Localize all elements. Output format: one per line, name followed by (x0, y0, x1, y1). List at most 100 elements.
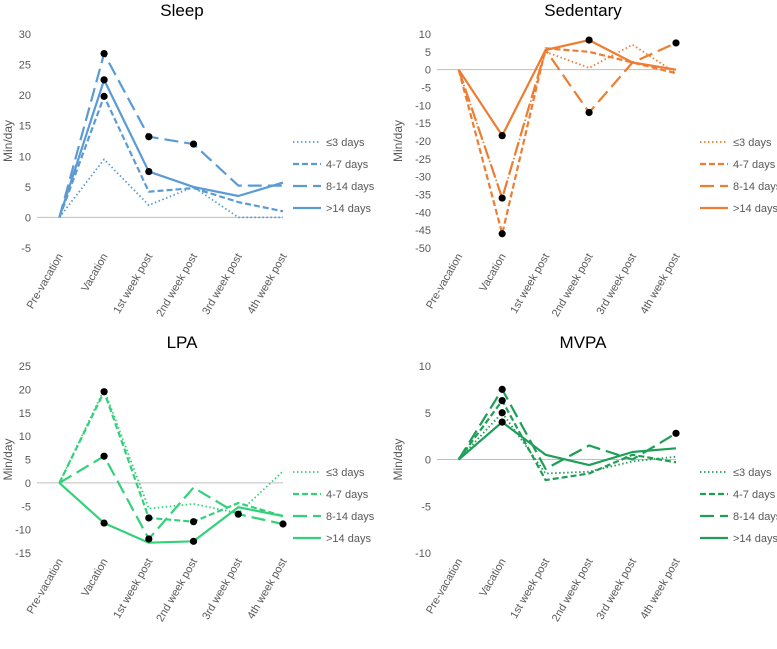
chart-title: LPA (167, 333, 199, 352)
data-point-marker (189, 140, 198, 148)
data-point-marker (498, 132, 506, 140)
legend-label: ≤3 days (733, 467, 772, 479)
y-tick-label: -5 (421, 501, 431, 513)
x-tick-label: 2nd week post (550, 557, 596, 624)
legend-label: 4-7 days (326, 159, 369, 171)
data-point-marker (498, 230, 506, 238)
y-tick-label: 5 (425, 408, 431, 420)
x-tick-label: 1st week post (111, 557, 155, 621)
y-axis-label: Min/day (1, 438, 15, 480)
series-line-2 (457, 388, 677, 470)
data-point-marker (145, 514, 153, 522)
y-tick-label: 10 (419, 29, 431, 41)
y-tick-label: 10 (19, 431, 31, 443)
legend: ≤3 days 4-7 days 8-14 days >14 days (293, 137, 375, 215)
chart-panel-lpa: LPA Min/day -15 -10 -5 0 5 10 15 20 25 Pre-vacation… (1, 333, 375, 624)
data-point-marker (100, 92, 108, 100)
legend: ≤3 days 4-7 days 8-14 days >14 days (293, 467, 375, 545)
x-tick-label: 4th week post (638, 252, 682, 317)
y-axis-label: Min/day (1, 120, 15, 162)
y-tick-label: 20 (19, 384, 31, 396)
data-point-marker (145, 167, 153, 176)
data-point-marker (279, 520, 287, 528)
x-tick-label: Vacation (79, 252, 110, 294)
y-tick-label: 5 (25, 182, 31, 194)
data-point-marker (100, 388, 108, 396)
series-line-2 (58, 52, 283, 218)
legend-label: >14 days (733, 203, 777, 215)
legend-label: 8-14 days (733, 511, 777, 523)
y-tick-label: 15 (19, 408, 31, 420)
x-tick-label: 4th week post (245, 252, 289, 317)
data-point-marker (100, 76, 108, 84)
series-line-1 (58, 390, 284, 523)
y-tick-label: -5 (21, 501, 31, 513)
data-point-marker (145, 133, 153, 141)
data-point-marker (100, 519, 108, 527)
data-point-marker (100, 49, 108, 58)
chart-panel-sedentary: SedentaryMin/day-50-45-40-35-30-25-20-15… (391, 1, 777, 319)
legend-label: ≤3 days (326, 137, 365, 149)
y-axis-label: Min/day (391, 438, 405, 480)
y-tick-label: 10 (419, 361, 431, 373)
y-tick-label: -40 (415, 207, 431, 219)
y-tick-label: -35 (415, 190, 431, 202)
x-tick-label: Pre-vacation (25, 252, 66, 311)
legend-label: >14 days (326, 533, 371, 545)
legend-label: 8-14 days (326, 511, 375, 523)
series-line-3 (58, 482, 284, 544)
y-tick-label: 30 (19, 29, 31, 41)
data-point-marker (498, 409, 506, 417)
y-tick-label: -15 (415, 118, 431, 130)
data-point-marker (585, 108, 593, 117)
y-tick-label: 0 (25, 478, 31, 490)
legend: ≤3 days 4-7 days 8-14 days >14 days (700, 467, 777, 545)
x-tick-label: 1st week post (508, 252, 552, 316)
x-tick-label: 3rd week post (595, 557, 640, 622)
chart-title: Sleep (160, 1, 203, 20)
legend-label: 4-7 days (733, 489, 776, 501)
series-line-0 (458, 411, 677, 475)
series-line-2 (58, 455, 284, 541)
legend-label: 4-7 days (326, 489, 369, 501)
x-tick-label: Vacation (79, 557, 110, 599)
data-point-marker (100, 452, 108, 460)
y-tick-label: 25 (19, 361, 31, 373)
series-line-3 (457, 38, 677, 137)
y-tick-label: -5 (421, 83, 431, 95)
series-line-2 (457, 41, 677, 200)
y-tick-label: -25 (415, 154, 431, 166)
legend: ≤3 days 4-7 days 8-14 days >14 days (700, 137, 777, 215)
y-tick-label: 20 (19, 90, 31, 102)
x-tick-label: Vacation (477, 557, 508, 599)
legend-label: 8-14 days (326, 181, 375, 193)
series-line-3 (58, 78, 284, 218)
data-point-marker (145, 535, 153, 543)
y-tick-label: -5 (21, 243, 31, 255)
y-tick-label: 0 (425, 65, 431, 77)
series-line-1 (457, 47, 677, 235)
chart-panel-sleep: Sleep Min/day -5 0 5 10 15 20 25 30 Pre-vacation Va… (1, 1, 375, 319)
y-axis-label: Min/day (391, 120, 405, 162)
legend-label: ≤3 days (326, 467, 365, 479)
chart-panel-mvpa: MVPA Min/day -10 -5 0 5 10 Pre-vacation Vacation… (391, 333, 777, 624)
series-line-1 (457, 399, 677, 482)
y-tick-label: -10 (415, 548, 431, 560)
x-tick-label: Pre-vacation (424, 557, 465, 616)
x-tick-label: 2nd week post (550, 252, 596, 319)
x-tick-label: 1st week post (111, 252, 155, 316)
data-point-marker (189, 518, 198, 526)
y-tick-label: 15 (19, 121, 31, 133)
x-tick-label: 3rd week post (200, 557, 245, 622)
legend-label: >14 days (326, 203, 371, 215)
y-tick-label: -10 (415, 100, 431, 112)
x-tick-label: Pre-vacation (424, 252, 465, 311)
legend-label: 8-14 days (733, 181, 777, 193)
legend-label: 4-7 days (733, 159, 776, 171)
y-tick-label: 5 (25, 455, 31, 467)
data-point-marker (189, 537, 198, 545)
series-line-0 (457, 43, 677, 200)
legend-label: >14 days (733, 533, 777, 545)
x-tick-label: Vacation (477, 252, 508, 294)
